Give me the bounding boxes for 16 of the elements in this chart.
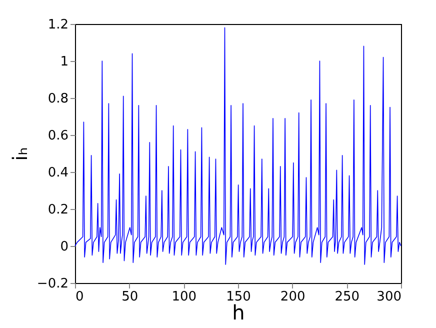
y-tick-label: 1.2	[48, 18, 68, 32]
y-axis-title: iₕ	[8, 147, 32, 161]
x-tick-label: 200	[280, 290, 306, 304]
x-tick-label: 50	[122, 290, 138, 304]
x-tick-label: 0	[76, 290, 84, 304]
y-tick-label: 1	[60, 54, 68, 70]
x-tick-label: 100	[172, 290, 197, 304]
y-tick-label: 0.4	[48, 166, 68, 180]
y-tick-label: −0.2	[36, 276, 68, 292]
line-series	[74, 27, 402, 265]
y-tick-label: 0	[60, 240, 68, 254]
y-tick-label: 0.2	[48, 202, 68, 218]
x-tick-label: 250	[334, 290, 360, 304]
y-tick-label: 0.8	[48, 92, 68, 106]
x-tick-label: 300	[376, 290, 402, 304]
y-tick-label: 0.6	[48, 128, 68, 144]
